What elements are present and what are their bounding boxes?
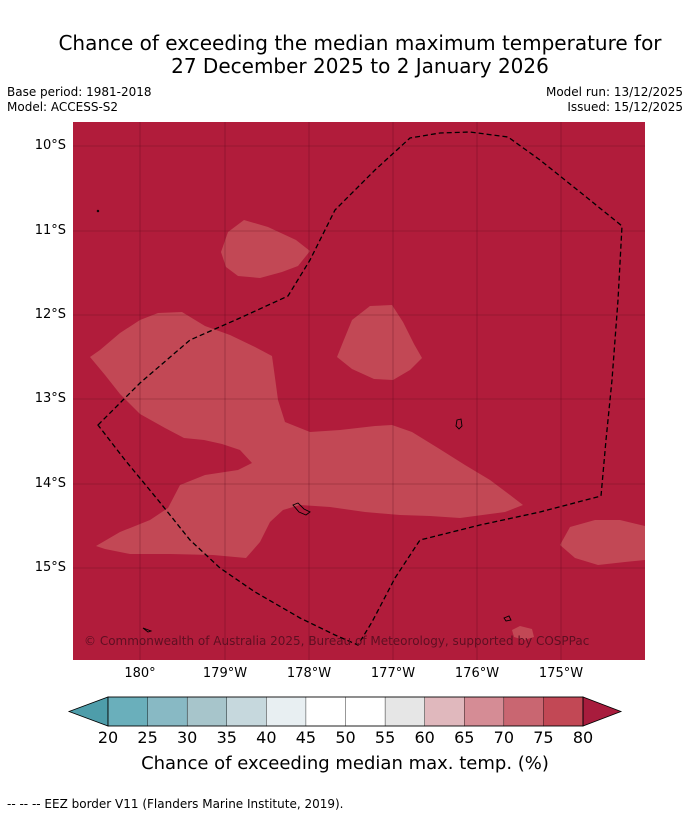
colorbar-tick-label: 25: [137, 728, 158, 747]
colorbar-cell: [464, 696, 505, 727]
region-west-large: [90, 312, 523, 558]
graticule: [73, 122, 645, 660]
colorbar-tick-label: 40: [256, 728, 277, 747]
island-nw: [96, 209, 100, 213]
copyright-notice: © Commonwealth of Australia 2025, Bureau…: [84, 634, 590, 648]
colorbar-extend-low: [67, 696, 109, 727]
lat-label-13s: 13°S: [34, 391, 66, 406]
eez-footnote: -- -- -- EEZ border V11 (Flanders Marine…: [7, 797, 344, 811]
colorbar-cell: [424, 696, 465, 727]
island-wallis: [455, 418, 463, 430]
lon-label-178w: 178°W: [286, 666, 332, 681]
lon-label-176w: 176°W: [454, 666, 500, 681]
colorbar: [67, 696, 623, 727]
region-north-small: [221, 220, 310, 278]
meta-right: Model run: 13/12/2025 Issued: 15/12/2025: [546, 85, 683, 115]
lat-label-11s: 11°S: [34, 223, 66, 238]
colorbar-cell: [543, 696, 584, 727]
lat-label-10s: 10°S: [34, 138, 66, 153]
lon-label-175w: 175°W: [538, 666, 584, 681]
colorbar-tick-label: 35: [216, 728, 237, 747]
region-east-small: [560, 520, 645, 565]
island-sw: [142, 627, 153, 633]
lon-label-180: 180°: [124, 666, 156, 681]
lon-label-177w: 177°W: [370, 666, 416, 681]
base-period: Base period: 1981-2018: [7, 85, 152, 99]
island-futuna: [292, 502, 311, 516]
colorbar-tick-label: 45: [295, 728, 317, 747]
colorbar-tick-label: 55: [374, 728, 396, 747]
colorbar-tick-label: 65: [454, 728, 475, 747]
lat-label-12s: 12°S: [34, 307, 66, 322]
meta-left: Base period: 1981-2018 Model: ACCESS-S2: [7, 85, 152, 115]
colorbar-cell: [384, 696, 426, 727]
colorbar-cell: [503, 696, 544, 727]
eez-border: [97, 131, 623, 646]
colorbar-cell: [305, 696, 346, 727]
colorbar-tick-label: 50: [335, 728, 356, 747]
region-central-small: [337, 305, 422, 380]
colorbar-tick-label: 30: [176, 728, 198, 747]
colorbar-tick-label: 20: [97, 728, 119, 747]
colorbar-cell: [345, 696, 386, 727]
island-south: [503, 615, 512, 622]
model-name: Model: ACCESS-S2: [7, 100, 119, 114]
colorbar-cell: [226, 696, 267, 727]
issued-date: Issued: 15/12/2025: [567, 100, 683, 114]
colorbar-cell: [147, 696, 188, 727]
region-south-islet: [512, 626, 534, 640]
colorbar-tick-label: 60: [414, 728, 435, 747]
islands: [96, 209, 512, 633]
title-line-2: 27 December 2025 to 2 January 2026: [171, 54, 549, 78]
colorbar-tick-label: 70: [493, 728, 514, 747]
colorbar-cells: [67, 696, 623, 727]
lat-label-15s: 15°S: [34, 560, 66, 575]
colorbar-cell: [107, 696, 149, 727]
colorbar-tick-label: 80: [572, 728, 594, 747]
probability-75-80-regions: [90, 220, 645, 640]
lat-label-14s: 14°S: [34, 476, 66, 491]
colorbar-frame: [107, 696, 584, 727]
title-line-1: Chance of exceeding the median maximum t…: [58, 31, 662, 55]
colorbar-extend-high: [582, 696, 623, 727]
model-run: Model run: 13/12/2025: [545, 85, 683, 99]
colorbar-cell: [266, 696, 307, 727]
lon-label-179w: 179°W: [202, 666, 248, 681]
colorbar-tick-label: 75: [533, 728, 554, 747]
colorbar-cell: [186, 696, 228, 727]
colorbar-label: Chance of exceeding median max. temp. (%…: [141, 753, 549, 774]
chart-title: Chance of exceeding the median maximum t…: [40, 32, 680, 78]
